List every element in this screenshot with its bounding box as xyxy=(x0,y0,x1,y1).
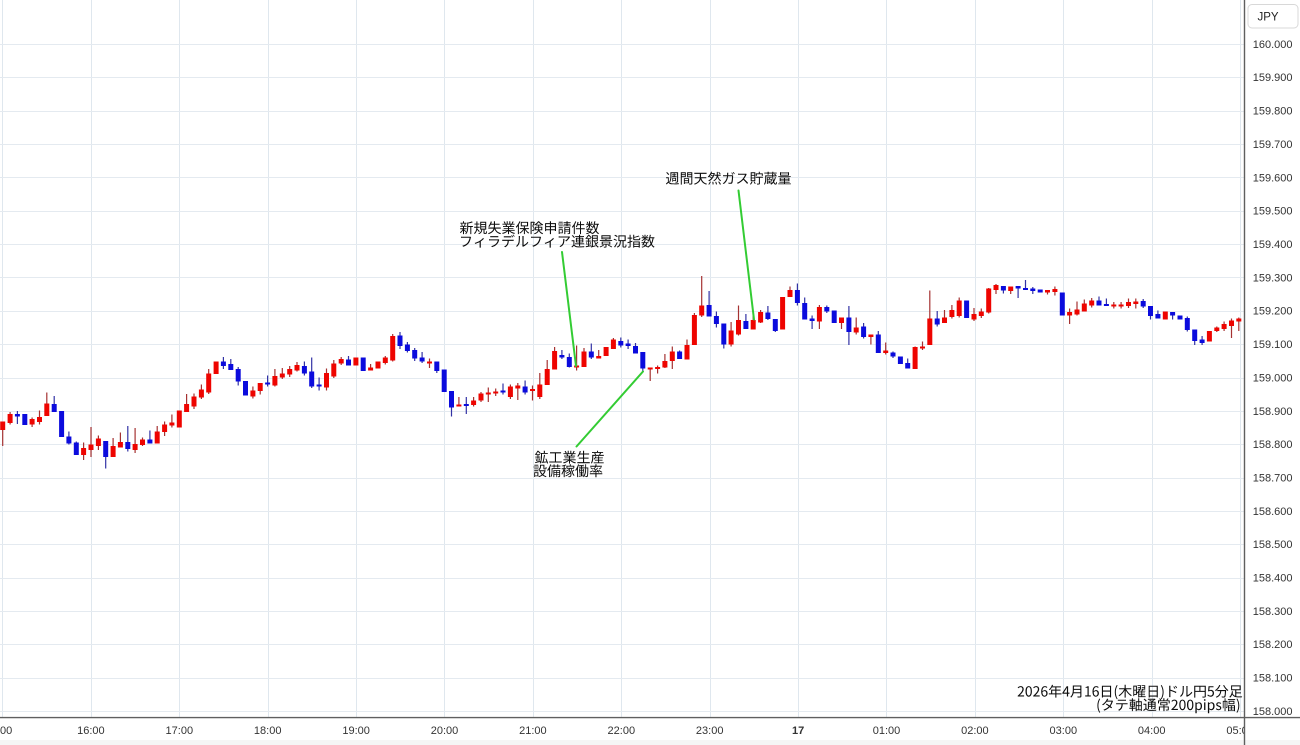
svg-text:159.200: 159.200 xyxy=(1253,306,1293,318)
svg-text:159.500: 159.500 xyxy=(1253,206,1293,218)
svg-text:159.700: 159.700 xyxy=(1253,139,1293,151)
svg-text:158.700: 158.700 xyxy=(1253,472,1293,484)
svg-text:158.400: 158.400 xyxy=(1253,573,1293,585)
svg-text:159.300: 159.300 xyxy=(1253,272,1293,284)
svg-text:16:00: 16:00 xyxy=(77,725,105,737)
svg-text:05:00: 05:00 xyxy=(1226,725,1254,737)
svg-text:22:00: 22:00 xyxy=(608,725,636,737)
svg-text:158.200: 158.200 xyxy=(1253,639,1293,651)
svg-text:01:00: 01:00 xyxy=(873,725,901,737)
svg-text:158.100: 158.100 xyxy=(1253,673,1293,685)
svg-text:21:00: 21:00 xyxy=(519,725,547,737)
svg-text:23:00: 23:00 xyxy=(696,725,724,737)
svg-text:04:00: 04:00 xyxy=(1138,725,1166,737)
svg-text:02:00: 02:00 xyxy=(961,725,989,737)
svg-text:15:00: 15:00 xyxy=(0,725,12,737)
svg-text:20:00: 20:00 xyxy=(431,725,459,737)
svg-text:159.800: 159.800 xyxy=(1253,106,1293,118)
svg-text:17: 17 xyxy=(792,725,804,737)
svg-text:159.600: 159.600 xyxy=(1253,172,1293,184)
svg-text:158.800: 158.800 xyxy=(1253,439,1293,451)
svg-text:18:00: 18:00 xyxy=(254,725,282,737)
svg-text:19:00: 19:00 xyxy=(342,725,370,737)
svg-text:17:00: 17:00 xyxy=(166,725,194,737)
svg-text:158.500: 158.500 xyxy=(1253,539,1293,551)
svg-text:JPY: JPY xyxy=(1257,12,1278,24)
svg-text:158.900: 158.900 xyxy=(1253,406,1293,418)
svg-text:158.300: 158.300 xyxy=(1253,606,1293,618)
svg-text:159.400: 159.400 xyxy=(1253,239,1293,251)
svg-text:159.900: 159.900 xyxy=(1253,72,1293,84)
svg-text:03:00: 03:00 xyxy=(1050,725,1078,737)
svg-text:159.000: 159.000 xyxy=(1253,372,1293,384)
svg-text:158.600: 158.600 xyxy=(1253,506,1293,518)
svg-text:160.000: 160.000 xyxy=(1253,39,1293,51)
svg-text:159.100: 159.100 xyxy=(1253,339,1293,351)
svg-text:158.000: 158.000 xyxy=(1253,706,1293,718)
